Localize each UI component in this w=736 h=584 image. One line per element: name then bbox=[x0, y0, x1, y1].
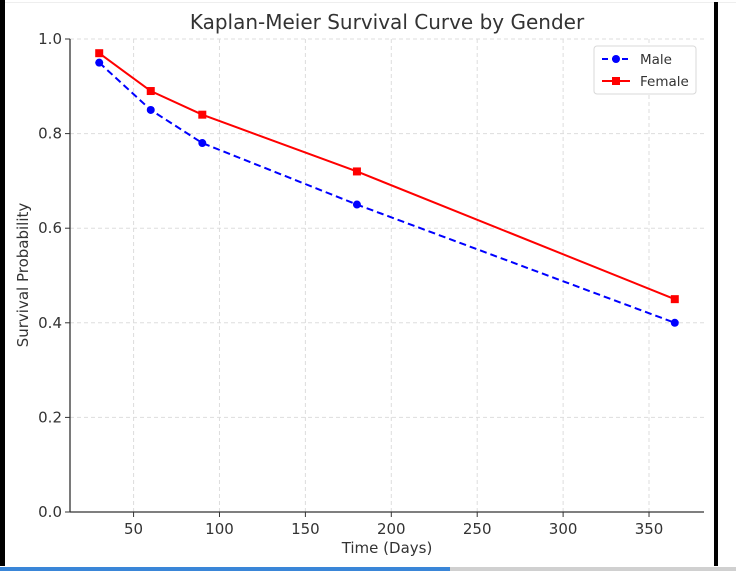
x-tick-label: 350 bbox=[635, 520, 664, 538]
left-window-border bbox=[0, 0, 5, 566]
y-tick-label: 0.6 bbox=[38, 219, 62, 237]
legend-marker-male bbox=[612, 55, 620, 63]
data-point-female bbox=[198, 110, 207, 119]
data-point-female bbox=[352, 167, 361, 176]
grid bbox=[70, 38, 704, 513]
legend-marker-female bbox=[612, 77, 620, 85]
legend-label-male: Male bbox=[640, 52, 672, 68]
y-tick-label: 0.4 bbox=[38, 314, 62, 332]
y-tick-label: 0.8 bbox=[38, 125, 62, 143]
right-window-border bbox=[714, 2, 718, 566]
series-line-male bbox=[98, 61, 676, 324]
x-tick-label: 150 bbox=[291, 520, 320, 538]
x-tick-label: 50 bbox=[124, 520, 143, 538]
scroll-progress[interactable] bbox=[0, 567, 450, 571]
data-point-male bbox=[352, 200, 361, 209]
x-axis-label: Time (Days) bbox=[341, 539, 433, 557]
x-tick-label: 300 bbox=[549, 520, 578, 538]
x-tick-label: 250 bbox=[463, 520, 492, 538]
legend-label-female: Female bbox=[640, 74, 689, 90]
data-point-male bbox=[670, 318, 679, 327]
data-point-female bbox=[95, 49, 104, 58]
data-point-female bbox=[146, 87, 155, 96]
chart-title: Kaplan-Meier Survival Curve by Gender bbox=[190, 10, 585, 34]
data-point-female bbox=[670, 295, 679, 304]
x-tick-label: 100 bbox=[205, 520, 234, 538]
y-tick-label: 0.0 bbox=[38, 503, 62, 521]
legend: Male Female bbox=[593, 45, 697, 95]
y-tick-label: 1.0 bbox=[38, 30, 62, 48]
y-axis-label: Survival Probability bbox=[14, 203, 32, 348]
data-point-male bbox=[95, 58, 104, 67]
data-point-male bbox=[198, 139, 207, 148]
x-tick-label: 200 bbox=[377, 520, 406, 538]
series-layer bbox=[95, 49, 679, 327]
data-point-male bbox=[146, 105, 155, 114]
top-border bbox=[0, 2, 736, 3]
y-tick-label: 0.2 bbox=[38, 408, 62, 426]
axes: 50 100 150 200 250 300 350 0.0 0.2 0.4 0.6 0.8 1.0 bbox=[38, 30, 704, 538]
series-line-female bbox=[98, 52, 676, 301]
